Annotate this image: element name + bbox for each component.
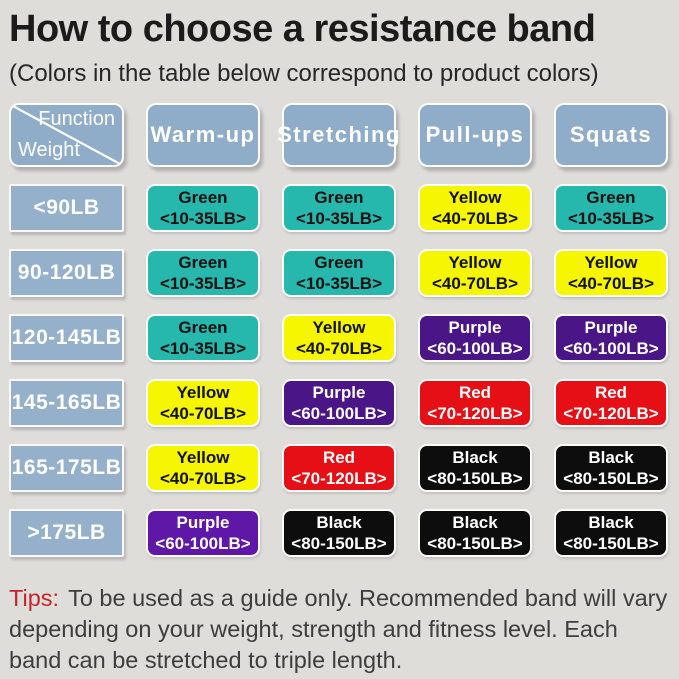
band-weight-range: <40-70LB>	[160, 469, 246, 488]
band-weight-range: <40-70LB>	[432, 274, 518, 293]
band-weight-range: <80-150LB>	[427, 469, 523, 488]
band-weight-range: <70-120LB>	[563, 404, 659, 423]
band-cell-teal: Green <10-35LB>	[554, 184, 668, 232]
band-color-name: Red	[594, 382, 628, 402]
band-cell-black: Black <80-150LB>	[282, 509, 396, 557]
band-color-name: Black	[452, 512, 498, 532]
band-color-name: Green	[314, 252, 364, 272]
corner-weight-label: Weight	[18, 139, 80, 161]
band-color-name: Green	[178, 187, 228, 207]
diagonal-divider-line	[11, 105, 122, 165]
band-color-name: Yellow	[584, 252, 638, 272]
band-color-name: Yellow	[448, 252, 502, 272]
band-cell-black: Black <80-150LB>	[418, 444, 532, 492]
band-color-name: Yellow	[176, 382, 230, 402]
weight-label-145-165lb: 145-165LB	[9, 379, 124, 427]
band-color-name: Green	[178, 317, 228, 337]
band-color-name: Purple	[448, 317, 502, 337]
band-cell-black: Black <80-150LB>	[554, 444, 668, 492]
band-weight-range: <70-120LB>	[427, 404, 523, 423]
band-cell-black: Black <80-150LB>	[554, 509, 668, 557]
band-cell-teal: Green <10-35LB>	[146, 314, 260, 362]
band-weight-range: <10-35LB>	[160, 274, 246, 293]
band-cell-red: Red <70-120LB>	[282, 444, 396, 492]
band-cell-black: Black <80-150LB>	[418, 509, 532, 557]
corner-header-cell: Function Weight	[9, 103, 124, 167]
band-color-name: Black	[588, 512, 634, 532]
band-color-name: Red	[322, 447, 356, 467]
column-header-stretching: Stretching	[277, 103, 399, 167]
band-cell-yellow: Yellow <40-70LB>	[554, 249, 668, 297]
weight-label-175lb: >175LB	[9, 509, 124, 557]
band-cell-purple: Purple <60-100LB>	[418, 314, 532, 362]
column-header-warm-up: Warm-up	[146, 103, 260, 167]
band-weight-range: <10-35LB>	[296, 209, 382, 228]
band-cell-yellow: Yellow <40-70LB>	[146, 379, 260, 427]
band-color-name: Red	[458, 382, 492, 402]
band-color-name: Black	[588, 447, 634, 467]
band-color-name: Purple	[312, 382, 366, 402]
band-cell-yellow: Yellow <40-70LB>	[418, 249, 532, 297]
band-cell-yellow: Yellow <40-70LB>	[418, 184, 532, 232]
band-weight-range: <80-150LB>	[427, 534, 523, 553]
band-weight-range: <80-150LB>	[563, 534, 659, 553]
column-header-pull-ups: Pull-ups	[418, 103, 532, 167]
page-subtitle: (Colors in the table below correspond to…	[9, 60, 599, 87]
band-color-name: Green	[586, 187, 636, 207]
band-color-name: Yellow	[448, 187, 502, 207]
band-weight-range: <40-70LB>	[296, 339, 382, 358]
band-weight-range: <70-120LB>	[291, 469, 387, 488]
band-weight-range: <10-35LB>	[160, 209, 246, 228]
band-cell-yellow: Yellow <40-70LB>	[282, 314, 396, 362]
band-color-name: Black	[452, 447, 498, 467]
band-cell-purple: Purple <60-100LB>	[282, 379, 396, 427]
column-header-squats: Squats	[554, 103, 668, 167]
band-cell-yellow: Yellow <40-70LB>	[146, 444, 260, 492]
corner-function-label: Function	[38, 108, 115, 130]
band-weight-range: <10-35LB>	[296, 274, 382, 293]
band-cell-teal: Green <10-35LB>	[146, 249, 260, 297]
tips-label: Tips:	[9, 585, 60, 611]
band-weight-range: <80-150LB>	[291, 534, 387, 553]
band-cell-purple: Purple <60-100LB>	[554, 314, 668, 362]
band-weight-range: <10-35LB>	[568, 209, 654, 228]
band-color-name: Yellow	[176, 447, 230, 467]
page-title: How to choose a resistance band	[9, 8, 596, 50]
weight-label-90lb: <90LB	[9, 184, 124, 232]
band-weight-range: <60-100LB>	[155, 534, 251, 553]
band-weight-range: <60-100LB>	[563, 339, 659, 358]
band-cell-red: Red <70-120LB>	[554, 379, 668, 427]
band-color-name: Black	[316, 512, 362, 532]
band-table: Function Weight Warm-up Stretching Pull-up…	[9, 103, 670, 557]
band-color-name: Green	[314, 187, 364, 207]
band-cell-red: Red <70-120LB>	[418, 379, 532, 427]
tips: Tips: To be used as a guide only. Recomme…	[9, 583, 673, 676]
band-color-name: Purple	[584, 317, 638, 337]
band-cell-teal: Green <10-35LB>	[282, 249, 396, 297]
weight-label-120-145lb: 120-145LB	[9, 314, 124, 362]
weight-label-90-120lb: 90-120LB	[9, 249, 124, 297]
band-cell-teal: Green <10-35LB>	[282, 184, 396, 232]
band-color-name: Yellow	[312, 317, 366, 337]
weight-label-165-175lb: 165-175LB	[9, 444, 124, 492]
band-weight-range: <40-70LB>	[432, 209, 518, 228]
band-cell-purple-bright: Purple <60-100LB>	[146, 509, 260, 557]
band-weight-range: <80-150LB>	[563, 469, 659, 488]
band-weight-range: <40-70LB>	[160, 404, 246, 423]
band-color-name: Purple	[176, 512, 230, 532]
band-weight-range: <60-100LB>	[291, 404, 387, 423]
band-weight-range: <40-70LB>	[568, 274, 654, 293]
band-cell-teal: Green <10-35LB>	[146, 184, 260, 232]
tips-body: To be used as a guide only. Recommended …	[9, 585, 668, 674]
band-weight-range: <60-100LB>	[427, 339, 523, 358]
band-color-name: Green	[178, 252, 228, 272]
band-weight-range: <10-35LB>	[160, 339, 246, 358]
